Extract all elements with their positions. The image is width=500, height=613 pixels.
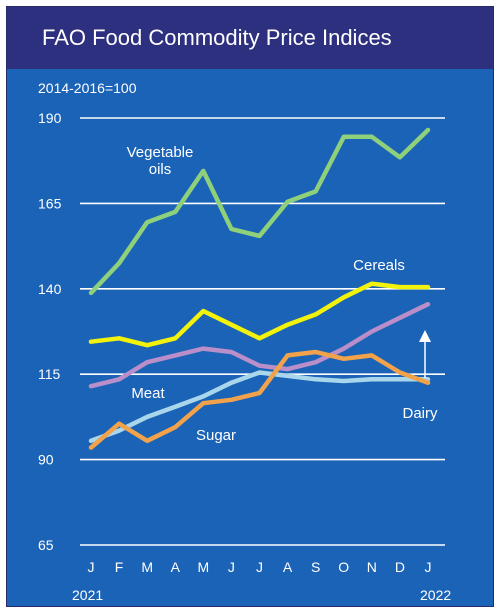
- y-tick-label: 140: [38, 281, 62, 297]
- chart-frame: FAO Food Commodity Price Indices: [6, 6, 494, 607]
- x-tick-label: A: [283, 559, 293, 575]
- x-tick-label: D: [395, 559, 405, 575]
- y-tick-label: 90: [38, 452, 54, 468]
- x-tick-label: M: [141, 559, 153, 575]
- series-label-vegetable-oils: oils: [149, 161, 172, 178]
- x-tick-label: N: [367, 559, 377, 575]
- series-line-dairy: [88, 370, 431, 444]
- x-tick-label: J: [88, 559, 95, 575]
- x-tick-label: J: [256, 559, 263, 575]
- y-tick-label: 115: [38, 366, 61, 382]
- x-tick-label: J: [228, 559, 235, 575]
- series-label-meat: Meat: [131, 385, 165, 402]
- x-tick-label: M: [197, 559, 209, 575]
- x-tick-label: S: [311, 559, 320, 575]
- series-label-vegetable-oils: Vegetable: [127, 144, 194, 161]
- x-tick-label: O: [338, 559, 349, 575]
- series-line-meat: [88, 301, 431, 389]
- y-axis-label: 2014-2016=100: [38, 80, 137, 96]
- series-line-sugar: [88, 349, 431, 450]
- y-tick-label: 165: [38, 195, 62, 211]
- chart-title: FAO Food Commodity Price Indices: [42, 25, 392, 50]
- series-label-sugar: Sugar: [196, 427, 236, 444]
- x-tick-label: J: [425, 559, 432, 575]
- series-label-cereals: Cereals: [353, 257, 405, 274]
- year-label-start: 2021: [72, 587, 103, 603]
- year-label-end: 2022: [420, 587, 451, 603]
- dairy-arrow-head: [419, 330, 431, 342]
- series-line-cereals: [88, 281, 431, 348]
- series-line-vegetable-oils: [88, 127, 431, 296]
- title-bar: FAO Food Commodity Price Indices: [7, 7, 493, 69]
- y-tick-label: 65: [38, 537, 54, 553]
- y-tick-label: 190: [38, 110, 62, 126]
- x-tick-label: A: [171, 559, 181, 575]
- series-label-dairy: Dairy: [402, 405, 438, 422]
- x-tick-label: F: [115, 559, 124, 575]
